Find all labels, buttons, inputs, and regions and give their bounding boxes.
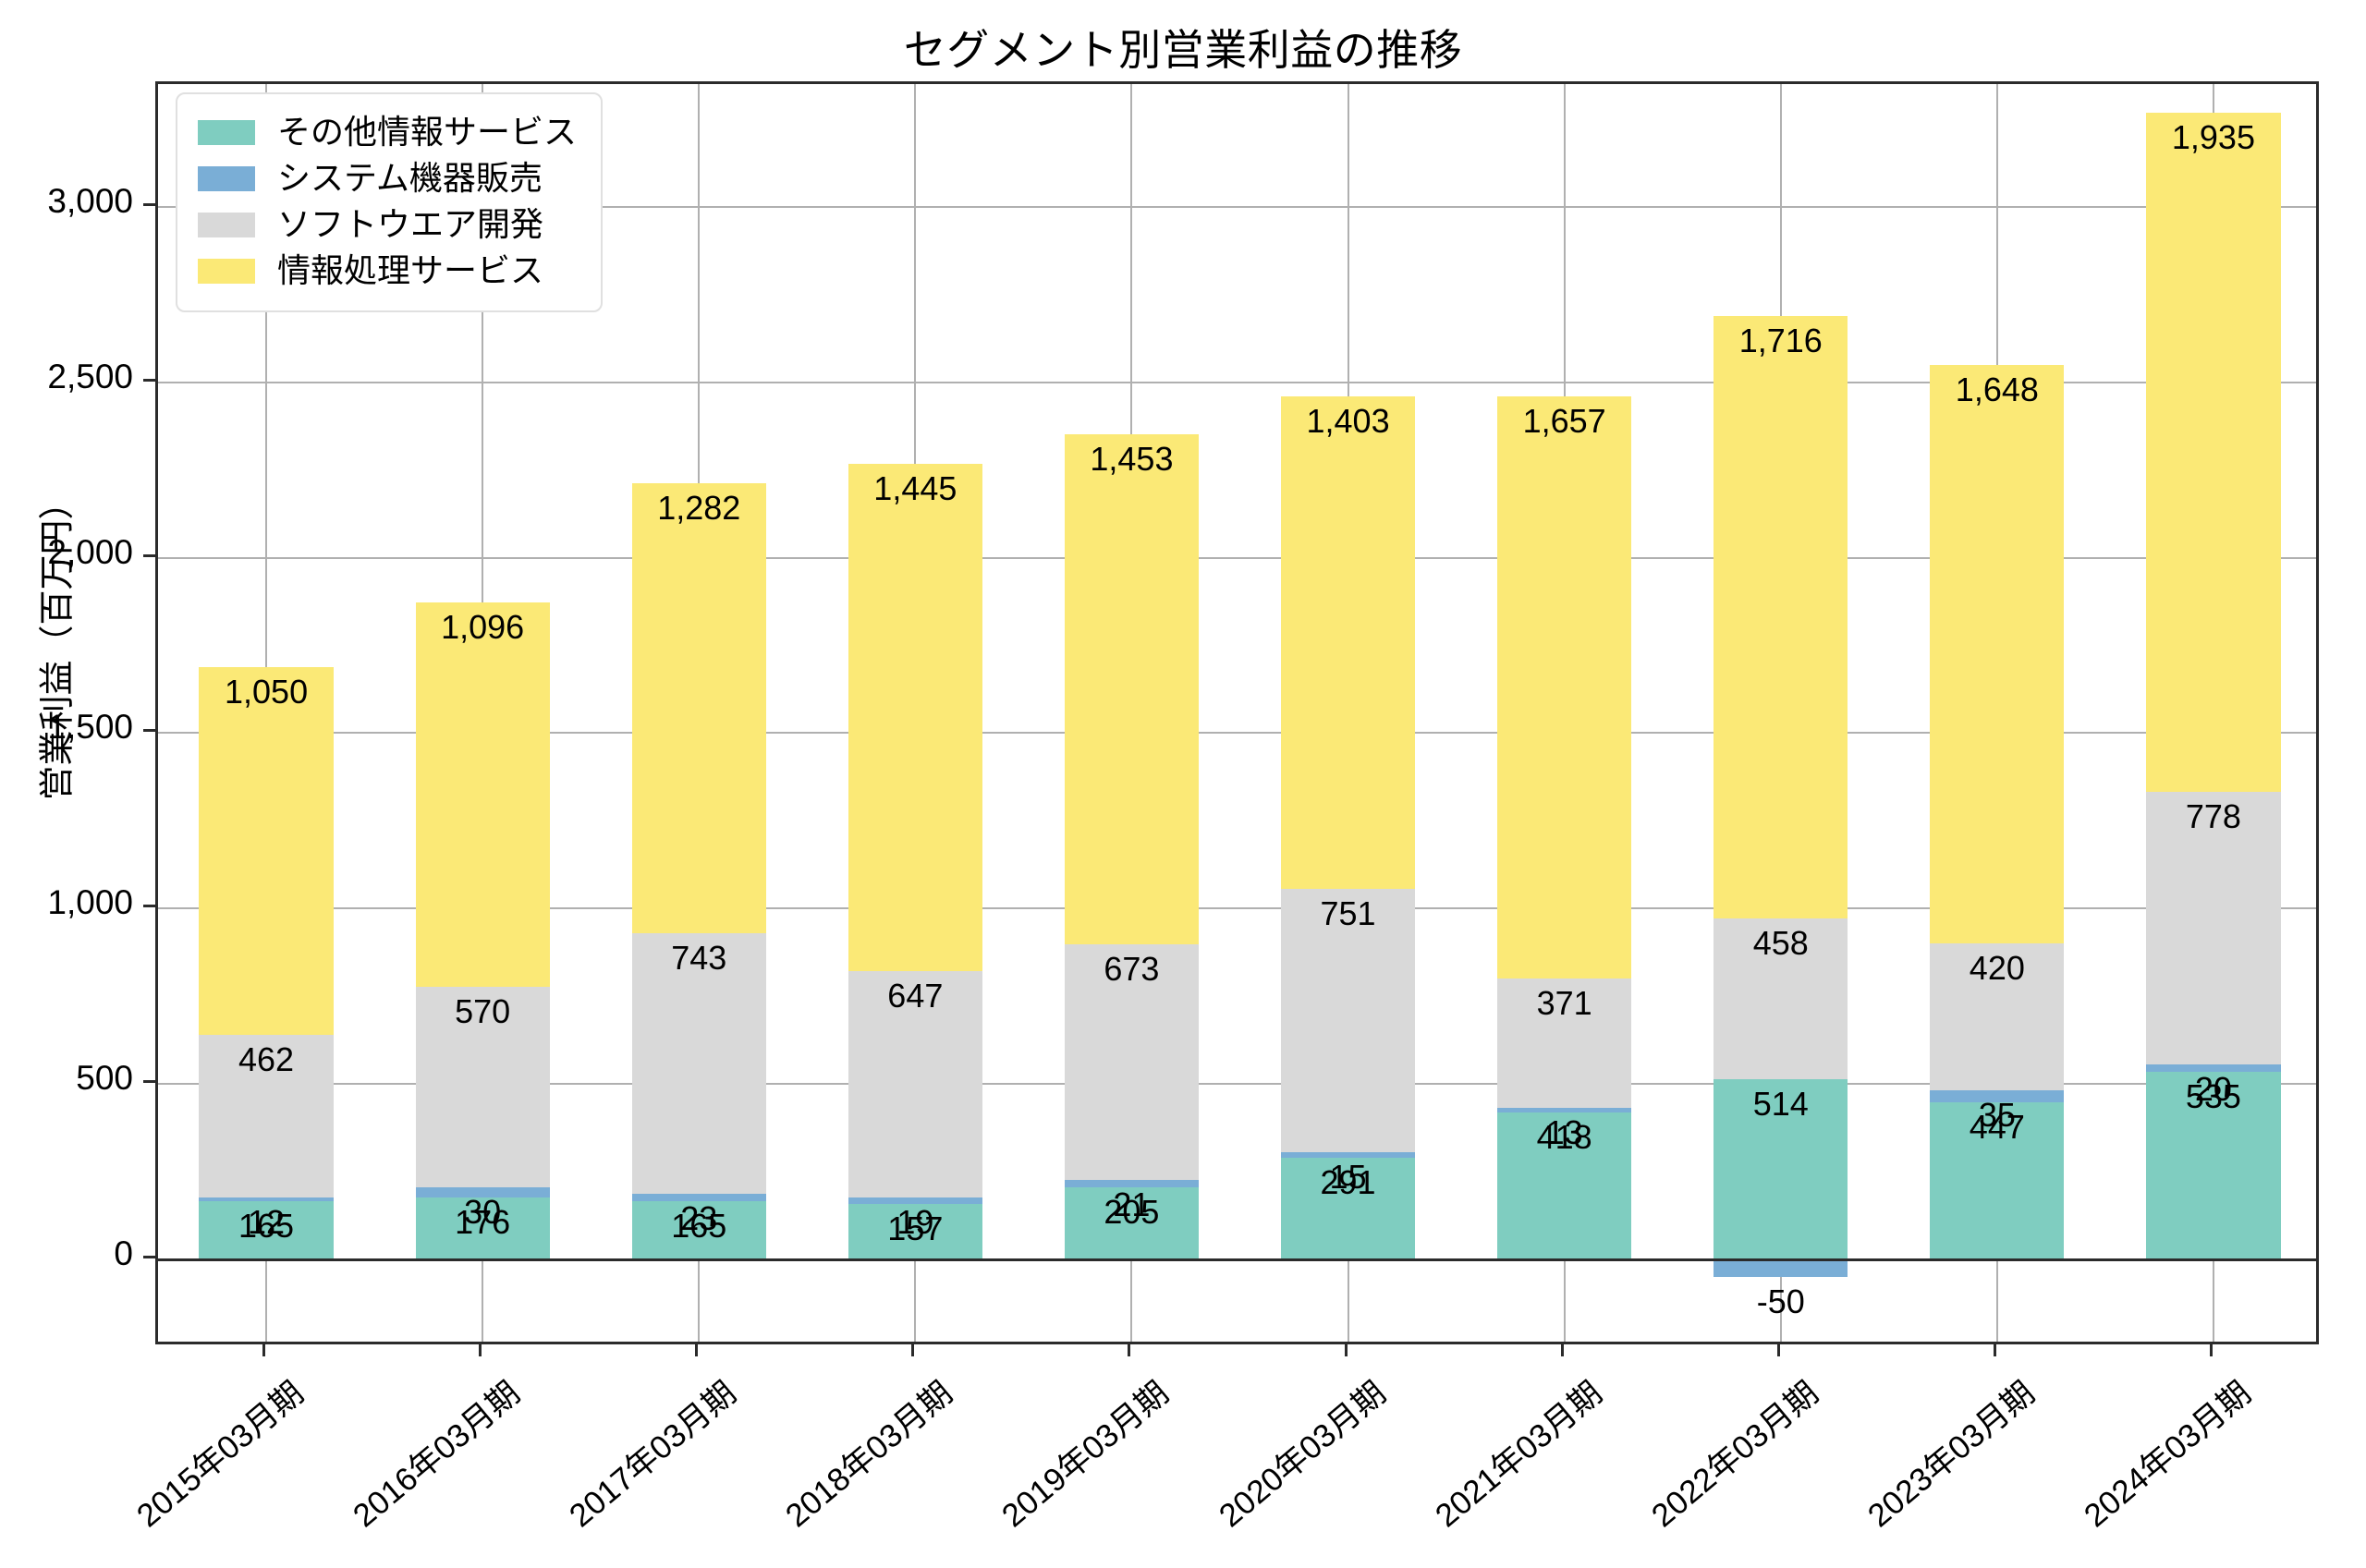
y-tick-mark <box>143 553 155 557</box>
bar-segment[interactable] <box>415 1186 550 1198</box>
bar-segment[interactable] <box>1714 316 1848 918</box>
y-tick-label: 1,000 <box>47 883 133 922</box>
legend-item[interactable]: 情報処理サービス <box>198 248 577 294</box>
bar-segment[interactable] <box>1280 1151 1416 1158</box>
x-tick-mark <box>1344 1344 1348 1356</box>
bar-segment[interactable] <box>1280 888 1416 1152</box>
y-tick-mark <box>143 905 155 908</box>
bar-segment[interactable] <box>1280 395 1416 889</box>
x-tick-mark <box>1128 1344 1131 1356</box>
x-tick-mark <box>911 1344 915 1356</box>
gridline-horizontal <box>158 556 2316 559</box>
bar-segment[interactable] <box>199 1035 334 1197</box>
bar-segment[interactable] <box>2146 791 2281 1065</box>
legend-item[interactable]: システム機器販売 <box>198 155 577 201</box>
bar-segment[interactable] <box>415 602 550 988</box>
bar-segment[interactable] <box>2146 1071 2281 1260</box>
bar-segment[interactable] <box>1714 918 1848 1079</box>
legend-swatch-icon <box>198 258 255 284</box>
bar-segment[interactable] <box>631 1193 766 1202</box>
y-axis-title: 営業利益（百万円） <box>38 484 78 801</box>
y-tick-label: 2,500 <box>47 357 133 395</box>
x-tick-mark <box>1560 1344 1564 1356</box>
y-tick-mark <box>143 378 155 382</box>
y-tick-mark <box>143 1256 155 1259</box>
x-tick-mark <box>2209 1344 2213 1356</box>
bar-segment[interactable] <box>415 987 550 1187</box>
bar-segment[interactable] <box>1930 1102 2065 1260</box>
y-tick-mark <box>143 202 155 206</box>
bar-segment[interactable] <box>848 1204 982 1260</box>
x-tick-mark <box>1993 1344 1996 1356</box>
legend-swatch-icon <box>198 165 255 191</box>
bar-segment[interactable] <box>415 1197 550 1260</box>
bar-segment[interactable] <box>199 666 334 1036</box>
bar-segment[interactable] <box>2146 1064 2281 1072</box>
bar-segment[interactable] <box>631 482 766 933</box>
legend-item[interactable]: ソフトウエア開発 <box>198 201 577 248</box>
bar-segment[interactable] <box>631 1201 766 1260</box>
bar-segment[interactable] <box>1064 1187 1200 1260</box>
zero-baseline <box>158 1258 2316 1262</box>
bar-segment[interactable] <box>631 932 766 1194</box>
gridline-horizontal <box>158 907 2316 910</box>
chart-legend[interactable]: その他情報サービス システム機器販売 ソフトウエア開発 情報処理サービス <box>176 92 604 312</box>
y-tick-label: 2,000 <box>47 532 133 571</box>
gridline-horizontal <box>158 732 2316 735</box>
bar-segment[interactable] <box>1497 1108 1632 1113</box>
bar-segment[interactable] <box>848 463 982 971</box>
legend-item-label: 情報処理サービス <box>277 251 544 289</box>
legend-item-label: ソフトウエア開発 <box>277 205 544 243</box>
bar-segment[interactable] <box>1280 1157 1416 1260</box>
legend-swatch-icon <box>198 119 255 145</box>
x-tick-mark <box>262 1344 266 1356</box>
y-tick-label: 500 <box>76 1059 133 1098</box>
bar-segment[interactable] <box>1714 1078 1848 1260</box>
legend-item-label: システム機器販売 <box>277 159 543 197</box>
bar-segment[interactable] <box>2146 113 2281 792</box>
x-tick-mark <box>479 1344 482 1356</box>
legend-item-label: その他情報サービス <box>277 113 578 151</box>
page-title: セグメント別営業利益の推移 <box>903 26 1463 74</box>
bar-segment[interactable] <box>1930 942 2065 1091</box>
y-tick-label: 0 <box>114 1234 133 1273</box>
legend-swatch-icon <box>198 212 255 237</box>
bar-segment[interactable] <box>1064 433 1200 944</box>
bar-segment[interactable] <box>199 1197 334 1202</box>
y-tick-mark <box>143 729 155 733</box>
bar-segment[interactable] <box>1497 1112 1632 1260</box>
gridline-horizontal <box>158 1083 2316 1086</box>
bar-segment[interactable] <box>1930 364 2065 943</box>
bar-segment[interactable] <box>848 970 982 1198</box>
bar-segment[interactable] <box>1497 396 1632 978</box>
gridline-horizontal <box>158 381 2316 383</box>
y-tick-mark <box>143 1080 155 1084</box>
legend-item[interactable]: その他情報サービス <box>198 109 577 155</box>
bar-segment[interactable] <box>1930 1090 2065 1103</box>
gridline-horizontal <box>158 205 2316 208</box>
bar-segment[interactable] <box>1497 978 1632 1109</box>
bar-segment[interactable] <box>199 1201 334 1260</box>
x-tick-label: 2015年03月期 <box>129 1374 311 1535</box>
y-tick-label: 3,000 <box>47 181 133 220</box>
y-tick-label: 1,500 <box>47 708 133 747</box>
x-tick-mark <box>695 1344 699 1356</box>
bar-segment[interactable] <box>1714 1259 1848 1278</box>
x-tick-mark <box>1776 1344 1780 1356</box>
bar-segment[interactable] <box>1064 943 1200 1181</box>
bar-segment[interactable] <box>848 1197 982 1205</box>
bar-segment[interactable] <box>1064 1180 1200 1188</box>
